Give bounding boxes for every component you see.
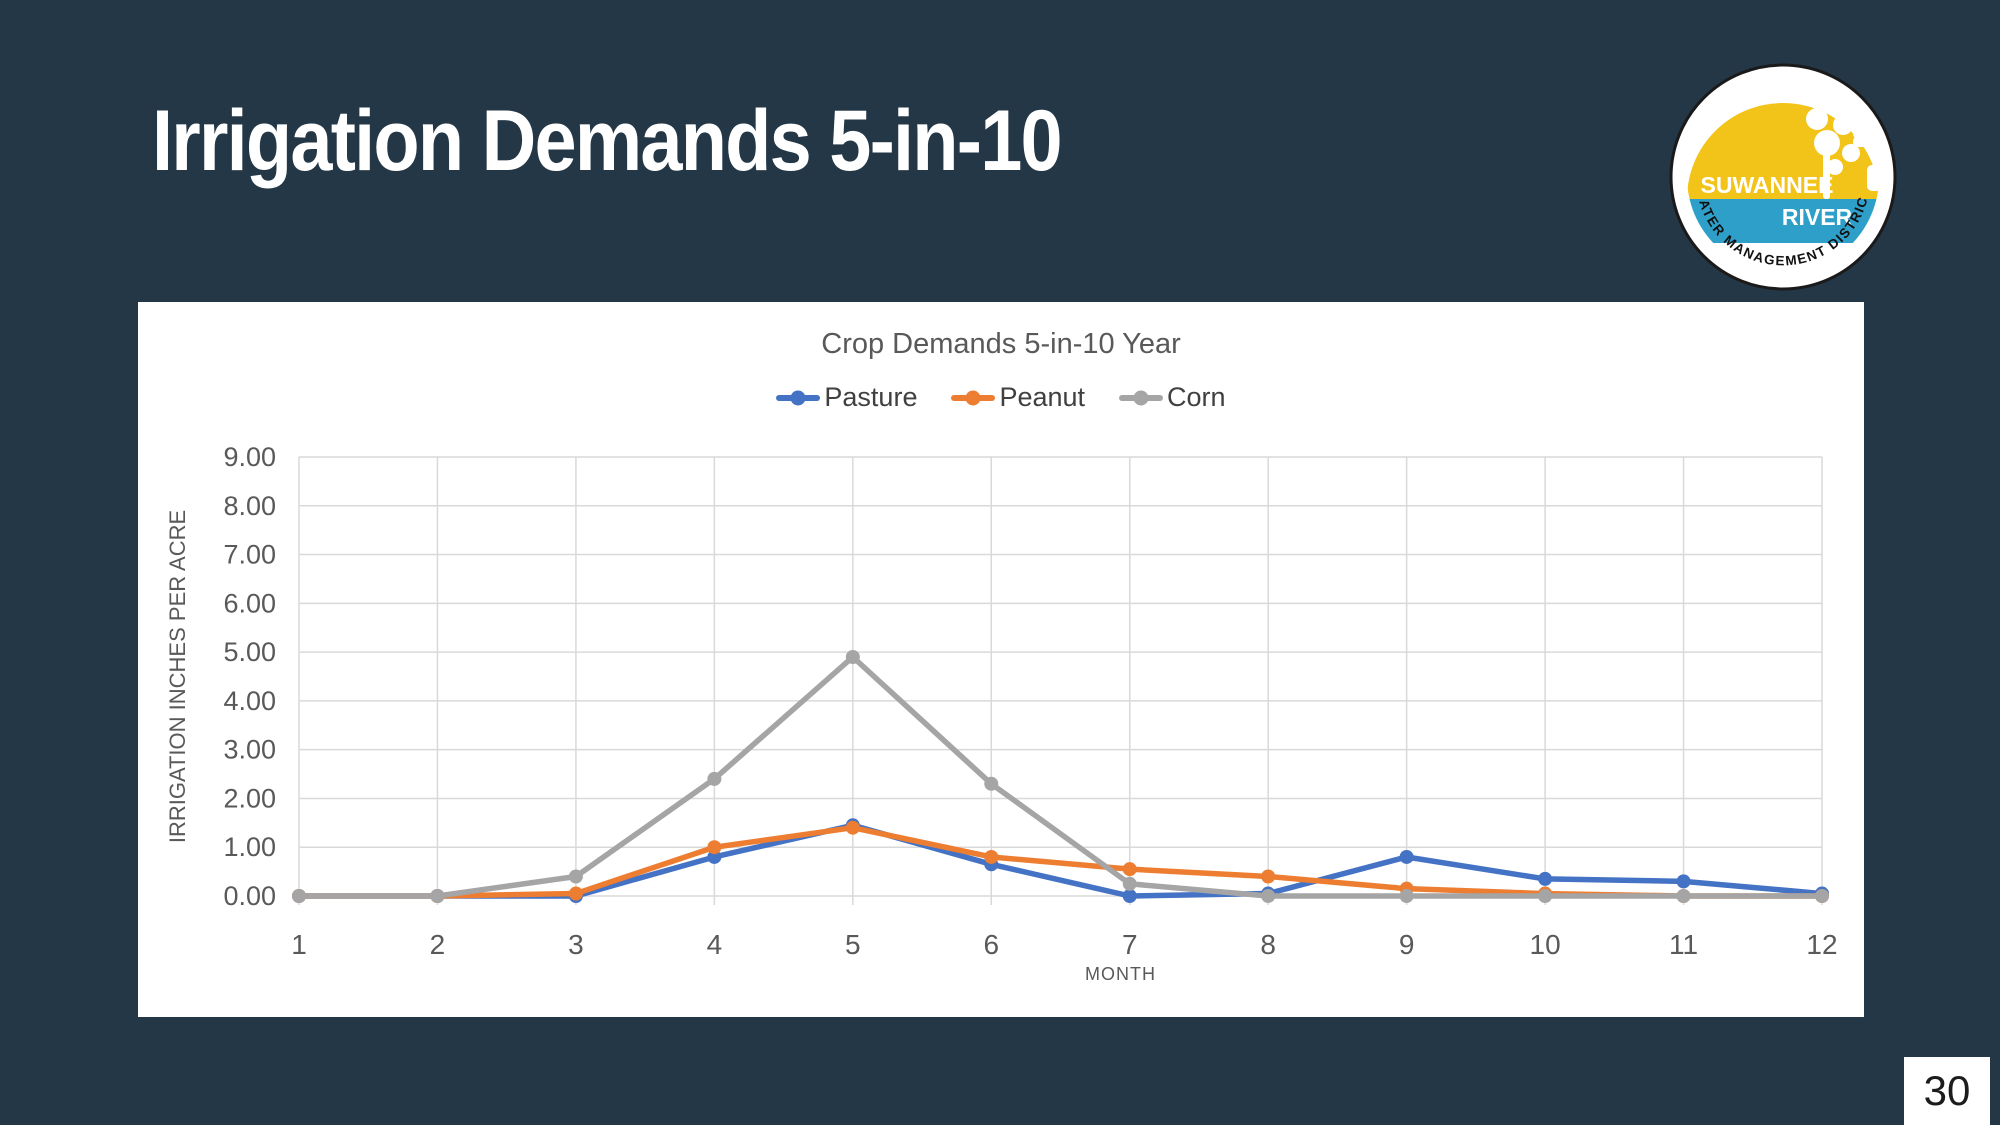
logo-sun: [1687, 103, 1879, 199]
logo-tree-icon: [1806, 108, 1879, 199]
chart-legend: Pasture Peanut Corn: [138, 382, 1864, 413]
x-axis-tick-label: 5: [845, 929, 861, 960]
y-axis-tick-label: 7.00: [223, 540, 276, 570]
data-point-marker: [1122, 862, 1137, 877]
crop-demands-chart: 0.00 1.00 2.00 3.00 4.00 5.00 6.00 7.00 8.00 9.00…: [165, 442, 1838, 984]
legend-item-peanut[interactable]: Peanut: [951, 382, 1085, 413]
chart-title: Crop Demands 5-in-10 Year: [821, 328, 1181, 360]
x-axis-tick-label: 11: [1669, 929, 1698, 960]
x-axis-tick-label: 9: [1399, 929, 1415, 960]
y-axis-tick-label: 6.00: [223, 588, 276, 618]
x-axis-tick-label: 2: [430, 929, 446, 960]
data-point-marker: [568, 869, 583, 884]
y-axis-tick-label: 5.00: [223, 637, 276, 667]
suwannee-river-logo: SUWANNEE RIVER WATER MANAGEMENT DISTRICT: [1666, 60, 1900, 294]
data-point-marker: [707, 840, 722, 855]
data-point-marker: [1261, 869, 1276, 884]
data-point-marker: [1261, 889, 1276, 903]
logo-text-river: RIVER: [1782, 204, 1853, 230]
data-point-marker: [1676, 889, 1691, 903]
y-axis-tick-label: 2.00: [223, 783, 276, 813]
crop-demands-chart-panel: 0.00 1.00 2.00 3.00 4.00 5.00 6.00 7.00 8.00 9.00…: [138, 302, 1864, 1017]
legend-label: Peanut: [999, 382, 1086, 412]
data-point-marker: [1676, 874, 1691, 889]
series-corn: [292, 649, 1829, 903]
data-point-marker: [568, 886, 583, 901]
data-point-marker: [1538, 889, 1553, 903]
x-axis-tick-label: 3: [568, 929, 584, 960]
data-point-marker: [1122, 876, 1137, 891]
x-axis-tick-label: 10: [1530, 929, 1561, 960]
logo-graphic: SUWANNEE RIVER WATER MANAGEMENT DISTRICT: [1669, 63, 1897, 291]
data-point-marker: [707, 849, 722, 864]
data-point-marker: [984, 776, 999, 791]
data-point-marker: [1399, 889, 1414, 903]
y-axis-tick-label: 1.00: [223, 832, 276, 862]
legend-label: Corn: [1167, 382, 1226, 412]
x-axis-tick-label: 12: [1806, 929, 1837, 960]
series-line: [296, 654, 1825, 899]
legend-item-corn[interactable]: Corn: [1119, 382, 1226, 413]
x-axis-tick-label: 4: [707, 929, 723, 960]
y-axis-tick-label: 8.00: [223, 491, 276, 521]
page-number: 30: [1904, 1057, 1990, 1125]
gridlines: [298, 456, 1823, 905]
data-point-marker: [984, 849, 999, 864]
x-axis-tick-label: 8: [1260, 929, 1276, 960]
x-axis-tick-label: 1: [291, 929, 307, 960]
data-point-marker: [1399, 849, 1414, 864]
pasture-line-marker-icon: [776, 390, 821, 405]
data-point-marker: [845, 820, 860, 835]
data-point-marker: [1538, 871, 1553, 886]
data-point-marker: [1815, 889, 1829, 903]
y-axis-tick-label: 4.00: [223, 686, 276, 716]
data-point-marker: [292, 889, 306, 903]
x-axis-tick-label: 6: [983, 929, 999, 960]
y-axis-tick-label: 0.00: [223, 881, 276, 911]
data-point-marker: [707, 771, 722, 786]
peanut-line-marker-icon: [951, 390, 996, 405]
legend-label: Pasture: [824, 382, 918, 412]
data-point-marker: [430, 889, 445, 903]
y-axis-tick-label: 9.00: [223, 442, 276, 472]
logo-text-suwannee: SUWANNEE: [1701, 172, 1834, 198]
data-point-marker: [845, 649, 860, 664]
logo-water: [1687, 199, 1879, 243]
legend-item-pasture[interactable]: Pasture: [776, 382, 917, 413]
y-axis-title: IRRIGATION INCHES PER ACRE: [165, 510, 190, 843]
corn-line-marker-icon: [1119, 390, 1164, 405]
data-point-marker: [1122, 889, 1137, 903]
x-axis-tick-label: 7: [1122, 929, 1138, 960]
x-axis-title: MONTH: [1085, 964, 1156, 984]
slide-title: Irrigation Demands 5-in-10: [152, 93, 1063, 189]
y-axis-tick-label: 3.00: [223, 735, 276, 765]
